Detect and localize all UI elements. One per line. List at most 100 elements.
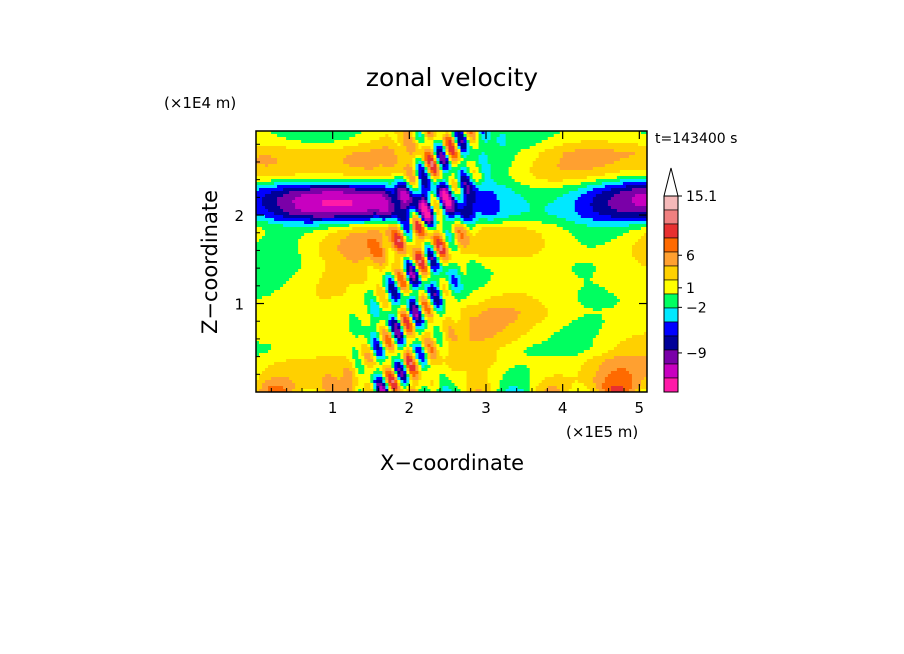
field-cell [586, 191, 591, 195]
field-cell [634, 224, 639, 228]
field-cell [262, 167, 266, 171]
field-cell [541, 224, 546, 228]
field-cell [487, 182, 492, 186]
field-cell [487, 170, 492, 174]
field-cell [505, 167, 510, 171]
field-cell [577, 152, 582, 156]
field-cell [448, 209, 453, 213]
field-cell [616, 230, 621, 234]
field-cell [397, 200, 401, 204]
field-cell [541, 185, 546, 189]
field-cell [625, 137, 630, 141]
field-cell [601, 203, 606, 207]
field-cell [364, 146, 368, 150]
field-cell [490, 224, 495, 228]
field-cell [574, 134, 579, 138]
field-cell [424, 167, 429, 171]
field-cell [511, 194, 516, 198]
field-cell [571, 131, 576, 135]
field-cell [343, 215, 347, 219]
field-cell [517, 242, 522, 246]
field-cell [631, 143, 636, 147]
field-cell [643, 143, 647, 147]
field-cell [637, 182, 642, 186]
field-cell [565, 227, 570, 231]
field-cell [556, 155, 561, 159]
field-cell [388, 224, 392, 228]
field-cell [421, 152, 426, 156]
field-cell [601, 182, 606, 186]
field-cell [544, 179, 549, 183]
field-cell [403, 230, 407, 234]
field-cell [556, 173, 561, 177]
field-cell [322, 200, 326, 204]
field-cell [631, 164, 636, 168]
field-cell [541, 200, 546, 204]
field-cell [514, 230, 519, 234]
field-cell [490, 173, 495, 177]
field-cell [616, 140, 621, 144]
field-cell [562, 215, 567, 219]
field-cell [517, 158, 522, 162]
field-cell [601, 236, 606, 240]
field-cell [331, 194, 335, 198]
field-cell [595, 137, 600, 141]
field-cell [592, 179, 597, 183]
field-cell [436, 161, 441, 165]
field-cell [337, 218, 341, 222]
field-cell [502, 233, 507, 237]
field-cell [394, 224, 398, 228]
field-cell [589, 233, 594, 237]
field-cell [562, 218, 567, 222]
field-cell [643, 227, 647, 231]
field-cell [559, 146, 564, 150]
field-cell [481, 146, 486, 150]
field-cell [292, 239, 296, 243]
field-cell [559, 236, 564, 240]
field-cell [319, 152, 323, 156]
field-cell [478, 236, 483, 240]
field-cell [373, 206, 377, 210]
field-cell [277, 146, 281, 150]
field-cell [316, 203, 320, 207]
field-cell [607, 176, 612, 180]
field-cell [361, 161, 365, 165]
field-cell [469, 227, 474, 231]
field-cell [337, 146, 341, 150]
field-cell [349, 200, 353, 204]
field-cell [307, 158, 311, 162]
field-cell [367, 182, 371, 186]
field-cell [274, 173, 278, 177]
field-cell [430, 164, 435, 168]
field-cell [574, 131, 579, 135]
field-cell [430, 206, 435, 210]
field-cell [331, 236, 335, 240]
field-cell [334, 245, 338, 249]
field-cell [532, 236, 537, 240]
field-cell [529, 134, 534, 138]
field-cell [529, 197, 534, 201]
field-cell [607, 218, 612, 222]
field-cell [490, 185, 495, 189]
field-cell [439, 206, 444, 210]
field-cell [640, 200, 645, 204]
field-cell [268, 215, 272, 219]
field-cell [502, 203, 507, 207]
field-cell [499, 233, 504, 237]
field-cell [394, 146, 398, 150]
field-cell [325, 230, 329, 234]
field-cell [463, 194, 468, 198]
field-cell [562, 149, 567, 153]
field-cell [436, 164, 441, 168]
field-cell [256, 185, 260, 189]
field-cell [547, 140, 552, 144]
field-cell [370, 131, 374, 135]
field-cell [604, 221, 609, 225]
field-cell [289, 155, 293, 159]
field-cell [385, 158, 389, 162]
field-cell [598, 218, 603, 222]
field-cell [460, 179, 465, 183]
field-cell [619, 233, 624, 237]
field-cell [502, 146, 507, 150]
field-cell [523, 140, 528, 144]
